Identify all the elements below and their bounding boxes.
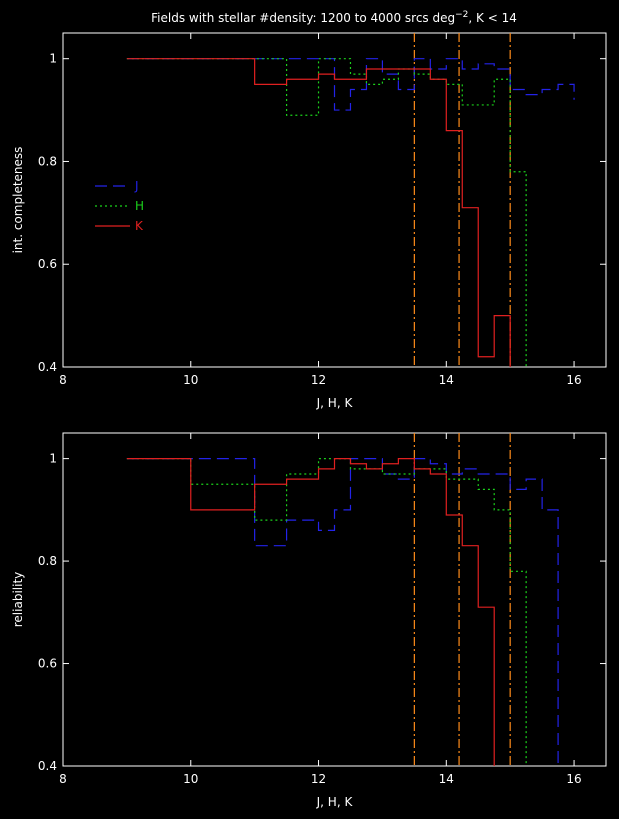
- plot-area: [126, 433, 559, 766]
- x-tick-label: 10: [183, 373, 198, 387]
- y-axis-label: reliability: [11, 572, 25, 628]
- x-tick-label: 12: [311, 772, 326, 786]
- chart-title: Fields with stellar #density: 1200 to 40…: [151, 10, 517, 25]
- legend-label-H: H: [135, 199, 144, 213]
- x-tick-label: 14: [439, 772, 454, 786]
- x-axis-label: J, H, K: [316, 795, 354, 809]
- series-line-H: [126, 58, 527, 367]
- x-tick-label: 12: [311, 373, 326, 387]
- series-line-K: [126, 458, 495, 766]
- completeness-panel: 8 10 12 14 16 0.4 0.6 0.8 1 J, H, K int. completen…: [11, 32, 607, 410]
- plot-area: [126, 33, 575, 367]
- y-axis-label: int. completeness: [11, 147, 25, 254]
- y-tick-label: 0.6: [38, 257, 57, 271]
- series-line-J: [126, 458, 559, 766]
- x-tick-label: 16: [566, 373, 581, 387]
- y-tick-label: 0.8: [38, 554, 57, 568]
- x-tick-label: 8: [59, 373, 67, 387]
- y-tick-label: 0.4: [38, 360, 57, 374]
- legend-label-K: K: [135, 219, 144, 233]
- reliability-panel: 8 10 12 14 16 0.4 0.6 0.8 1 J, H, K reliability: [11, 432, 607, 809]
- x-tick-label: 16: [566, 772, 581, 786]
- series-line-J: [126, 58, 575, 111]
- y-tick-label: 1: [49, 452, 57, 466]
- y-tick-label: 0.8: [38, 154, 57, 168]
- legend: JHK: [95, 179, 144, 233]
- plot-frame: [62, 432, 607, 767]
- x-tick-label: 8: [59, 772, 67, 786]
- y-tick-label: 1: [49, 52, 57, 66]
- y-tick-label: 0.6: [38, 657, 57, 671]
- x-axis-label: J, H, K: [316, 396, 354, 410]
- series-line-K: [126, 58, 511, 367]
- x-tick-label: 10: [183, 772, 198, 786]
- legend-label-J: J: [134, 179, 139, 193]
- series-line-H: [126, 458, 527, 766]
- plot-frame: [62, 32, 607, 368]
- y-tick-label: 0.4: [38, 759, 57, 773]
- x-tick-label: 14: [439, 373, 454, 387]
